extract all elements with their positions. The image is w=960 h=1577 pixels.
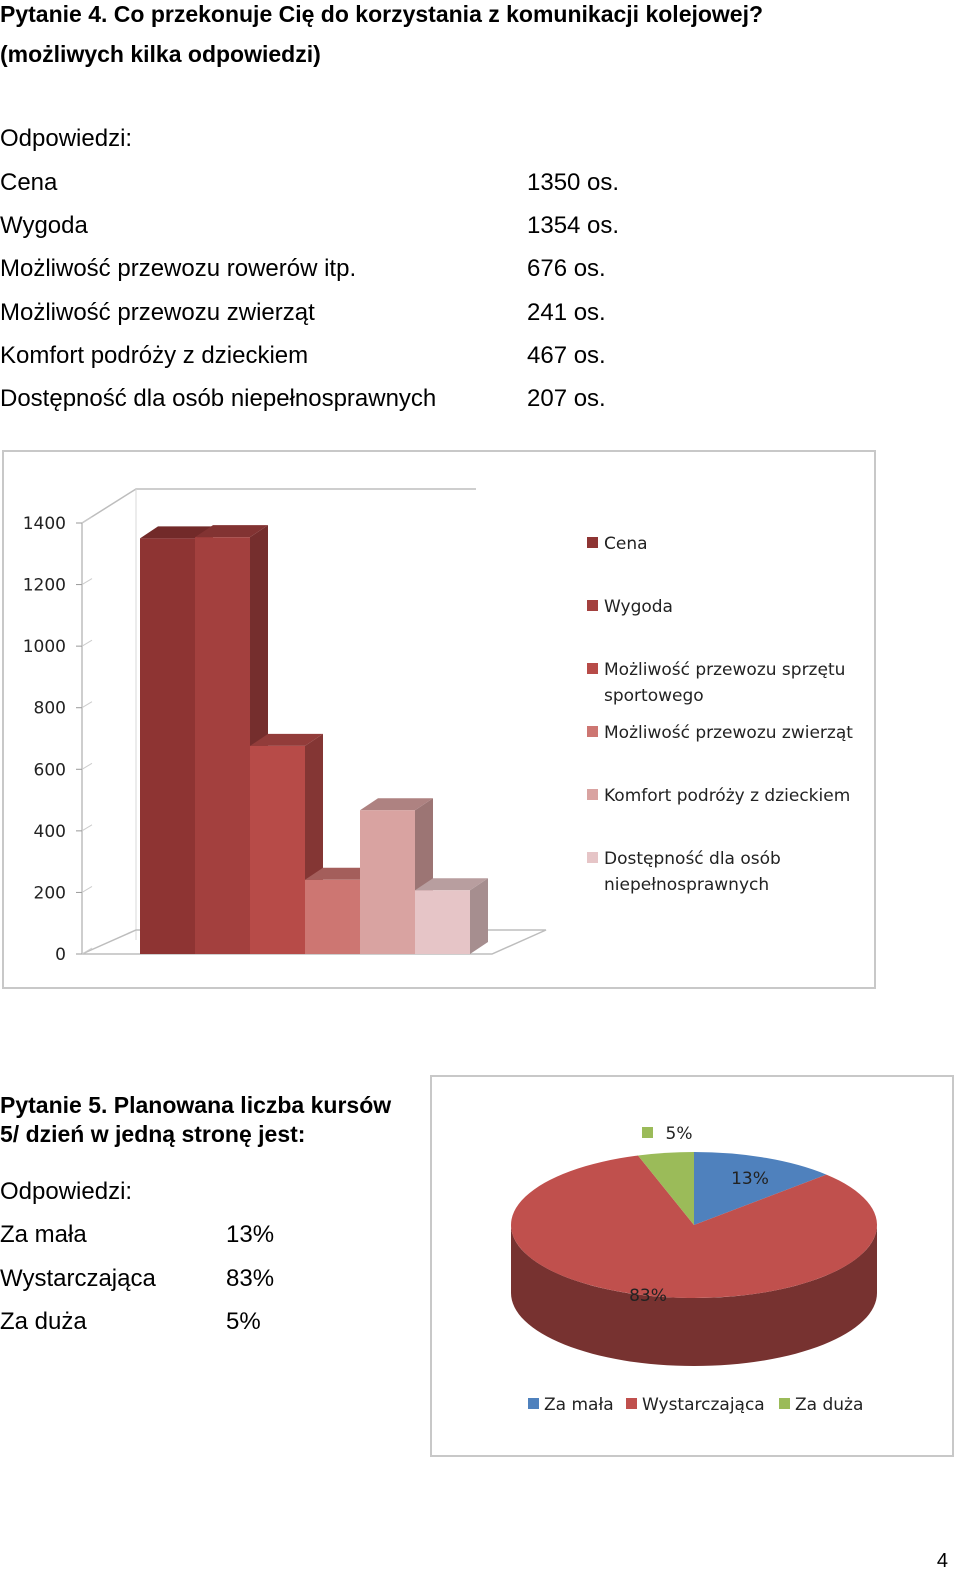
bar-chart-frame: 0 200 400 600 800 1000 1200 1400 Cena Wygoda Możli… bbox=[2, 450, 876, 989]
bar-top bbox=[415, 878, 488, 891]
answer-label: Wystarczająca bbox=[0, 1265, 156, 1292]
answer-label: Za duża bbox=[0, 1308, 87, 1335]
answer-value: 207 os. bbox=[527, 385, 606, 412]
answer-value: 1354 os. bbox=[527, 212, 620, 239]
bar bbox=[140, 538, 195, 954]
page-number: 4 bbox=[936, 1550, 948, 1572]
y-tick-label: 200 bbox=[34, 883, 66, 903]
y-tick-grid bbox=[81, 824, 93, 832]
legend-label: Wystarczająca bbox=[642, 1395, 765, 1415]
y-tick-label: 800 bbox=[34, 699, 66, 719]
bar bbox=[415, 890, 470, 954]
legend-swatch bbox=[587, 789, 598, 800]
legend-label: Możliwość przewozu sprzętu bbox=[604, 660, 845, 680]
y-tick-grid bbox=[81, 947, 93, 955]
legend-swatch bbox=[779, 1398, 790, 1409]
question-5-subtitle: 5/ dzień w jedną stronę jest: bbox=[0, 1121, 306, 1147]
answer-label: Komfort podróży z dzieckiem bbox=[0, 342, 309, 369]
legend-swatch bbox=[587, 600, 598, 611]
pie-chart: 13% 83% 5% Za mała Wystarczająca Za duża bbox=[511, 1124, 877, 1415]
legend-swatch bbox=[587, 726, 598, 737]
pie-slice-side bbox=[511, 1225, 877, 1366]
legend-swatch bbox=[587, 852, 598, 863]
answer-label: Możliwość przewozu rowerów itp. bbox=[0, 255, 357, 282]
legend-label: Za mała bbox=[544, 1395, 614, 1415]
pie-slice bbox=[637, 1152, 694, 1225]
answers-heading: Odpowiedzi: bbox=[0, 125, 133, 152]
bar-top bbox=[360, 798, 433, 811]
y-tick-label: 600 bbox=[34, 760, 66, 780]
answer-value: 83% bbox=[226, 1265, 275, 1292]
pie-slice bbox=[511, 1155, 877, 1298]
data-label-swatch bbox=[642, 1127, 653, 1138]
question-5-title: Pytanie 5. Planowana liczba kursów bbox=[0, 1092, 392, 1118]
legend-label: niepełnosprawnych bbox=[604, 875, 769, 895]
legend-label: Cena bbox=[604, 534, 648, 554]
answer-label: Cena bbox=[0, 169, 58, 196]
bar bbox=[305, 879, 360, 954]
pie-data-label: 83% bbox=[629, 1286, 667, 1306]
bar bbox=[360, 810, 415, 954]
bar-top bbox=[250, 733, 323, 746]
answer-label: Wygoda bbox=[0, 212, 88, 239]
y-tick-label: 0 bbox=[55, 945, 66, 965]
answer-value: 13% bbox=[226, 1221, 275, 1248]
legend-swatch bbox=[626, 1398, 637, 1409]
y-tick-grid bbox=[81, 639, 93, 647]
legend-label: Możliwość przewozu zwierząt bbox=[604, 723, 853, 743]
question-4-title: Pytanie 4. Co przekonuje Cię do korzysta… bbox=[0, 1, 764, 27]
y-tick-label: 400 bbox=[34, 822, 66, 842]
legend-label: Wygoda bbox=[604, 597, 673, 617]
legend-label: Komfort podróży z dzieckiem bbox=[604, 786, 850, 806]
y-tick-grid bbox=[81, 578, 93, 586]
answers-heading-q5: Odpowiedzi: bbox=[0, 1178, 133, 1205]
y-tick-label: 1400 bbox=[23, 514, 66, 534]
bar bbox=[250, 745, 305, 954]
pie-data-label: 13% bbox=[731, 1169, 769, 1189]
legend-swatch bbox=[528, 1398, 539, 1409]
chart-wall bbox=[81, 488, 476, 954]
legend-label: Dostępność dla osób bbox=[604, 849, 781, 869]
legend-swatch bbox=[587, 663, 598, 674]
y-tick-grid bbox=[81, 701, 93, 709]
answer-value: 5% bbox=[226, 1308, 261, 1335]
bar-top bbox=[305, 867, 378, 880]
legend-label: Za duża bbox=[795, 1395, 863, 1415]
y-tick-grid bbox=[81, 516, 93, 524]
bar-side bbox=[470, 878, 488, 954]
answer-label: Możliwość przewozu zwierząt bbox=[0, 299, 315, 326]
y-tick-grid bbox=[81, 885, 93, 893]
legend-swatch bbox=[587, 537, 598, 548]
question-4-subtitle: (możliwych kilka odpowiedzi) bbox=[0, 41, 321, 67]
pie-chart-frame: 13% 83% 5% Za mała Wystarczająca Za duża bbox=[430, 1075, 954, 1457]
bar-top bbox=[195, 525, 268, 538]
pie-slice bbox=[694, 1152, 827, 1225]
answer-label: Za mała bbox=[0, 1221, 87, 1248]
pie-data-label: 5% bbox=[666, 1124, 693, 1144]
answer-label: Dostępność dla osób niepełnosprawnych bbox=[0, 385, 437, 412]
bar-chart: 0 200 400 600 800 1000 1200 1400 Cena Wygoda Możli… bbox=[23, 488, 853, 965]
answer-value: 676 os. bbox=[527, 255, 606, 282]
bar bbox=[195, 537, 250, 954]
y-tick-label: 1200 bbox=[23, 576, 66, 596]
y-tick-label: 1000 bbox=[23, 637, 66, 657]
y-tick-grid bbox=[81, 762, 93, 770]
answer-value: 467 os. bbox=[527, 342, 606, 369]
answer-value: 1350 os. bbox=[527, 169, 620, 196]
legend-label: sportowego bbox=[604, 686, 704, 706]
bar-top bbox=[140, 526, 213, 539]
answer-value: 241 os. bbox=[527, 299, 606, 326]
